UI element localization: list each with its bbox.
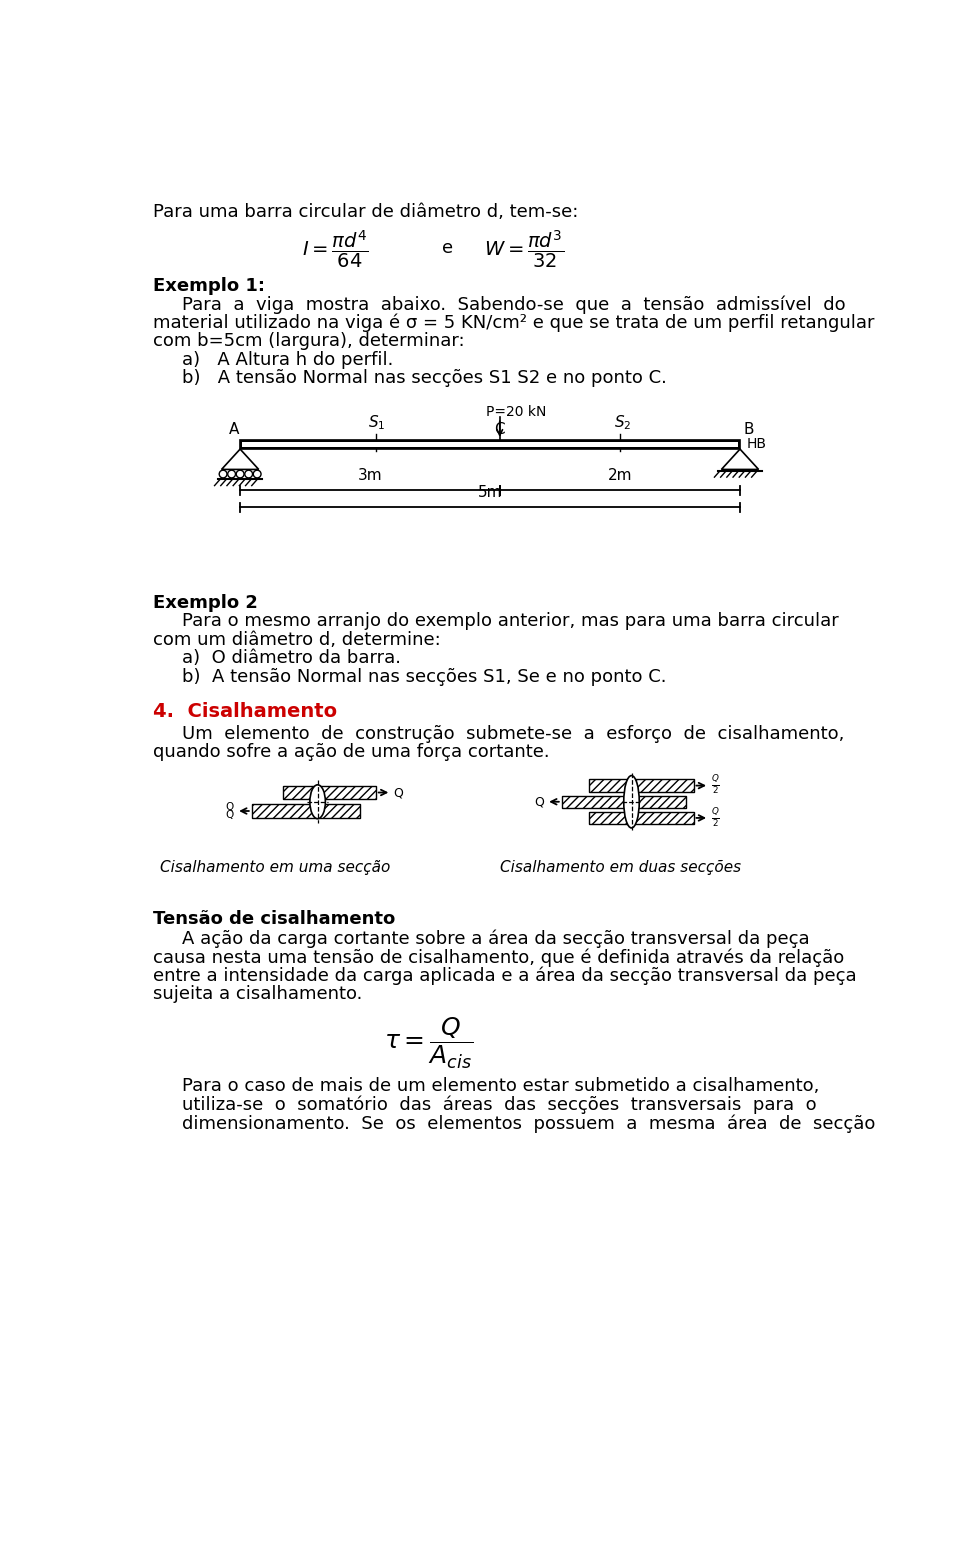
Text: Exemplo 2: Exemplo 2 xyxy=(153,594,257,611)
Text: $\frac{Q}{2}$: $\frac{Q}{2}$ xyxy=(710,807,719,830)
Ellipse shape xyxy=(310,785,325,819)
Bar xyxy=(240,440,740,449)
Text: Para  a  viga  mostra  abaixo.  Sabendo-se  que  a  tensão  admissível  do: Para a viga mostra abaixo. Sabendo-se qu… xyxy=(182,296,846,314)
Text: HB: HB xyxy=(746,438,766,452)
Bar xyxy=(252,803,360,817)
Text: b)   A tensão Normal nas secções S1 S2 e no ponto C.: b) A tensão Normal nas secções S1 S2 e n… xyxy=(182,368,667,387)
Bar xyxy=(562,796,685,808)
Text: 4.  Cisalhamento: 4. Cisalhamento xyxy=(153,701,337,721)
Text: C: C xyxy=(494,421,505,437)
Text: 3m: 3m xyxy=(358,469,382,483)
Bar xyxy=(242,443,738,447)
Bar xyxy=(588,811,693,824)
Text: Tensão de cisalhamento: Tensão de cisalhamento xyxy=(153,910,395,927)
Text: sujeita a cisalhamento.: sujeita a cisalhamento. xyxy=(153,985,362,1003)
Text: e: e xyxy=(442,238,453,257)
Ellipse shape xyxy=(624,776,639,828)
Text: $W = \dfrac{\pi d^3}{32}$: $W = \dfrac{\pi d^3}{32}$ xyxy=(484,228,564,269)
Text: $\frac{Q}{2}$: $\frac{Q}{2}$ xyxy=(710,774,719,797)
Text: dimensionamento.  Se  os  elementos  possuem  a  mesma  área  de  secção: dimensionamento. Se os elementos possuem… xyxy=(182,1115,876,1133)
Bar xyxy=(252,803,360,817)
Text: 5m: 5m xyxy=(478,485,502,500)
Text: b)  A tensão Normal nas secções S1, Se e no ponto C.: b) A tensão Normal nas secções S1, Se e … xyxy=(182,667,666,686)
Text: $I = \dfrac{\pi d^4}{64}$: $I = \dfrac{\pi d^4}{64}$ xyxy=(302,228,369,269)
Text: Cisalhamento em duas secções: Cisalhamento em duas secções xyxy=(500,859,741,875)
Text: Para o mesmo arranjo do exemplo anterior, mas para uma barra circular: Para o mesmo arranjo do exemplo anterior… xyxy=(182,613,839,630)
Text: A: A xyxy=(229,421,240,437)
Text: quando sofre a ação de uma força cortante.: quando sofre a ação de uma força cortant… xyxy=(153,743,549,762)
Text: Para uma barra circular de diâmetro d, tem-se:: Para uma barra circular de diâmetro d, t… xyxy=(153,203,578,221)
Bar xyxy=(240,440,740,449)
Text: Q: Q xyxy=(226,802,234,813)
Text: Cisalhamento em uma secção: Cisalhamento em uma secção xyxy=(160,859,391,875)
Text: 2m: 2m xyxy=(608,469,632,483)
Text: causa nesta uma tensão de cisalhamento, que é definida através da relação: causa nesta uma tensão de cisalhamento, … xyxy=(153,947,844,966)
Text: Para o caso de mais de um elemento estar submetido a cisalhamento,: Para o caso de mais de um elemento estar… xyxy=(182,1077,820,1096)
Text: com b=5cm (largura), determinar:: com b=5cm (largura), determinar: xyxy=(153,333,465,350)
Bar xyxy=(283,785,375,799)
Bar xyxy=(588,780,693,791)
Text: P=20 kN: P=20 kN xyxy=(486,406,546,420)
Text: Q: Q xyxy=(534,796,544,808)
Bar xyxy=(283,785,375,799)
Text: Um  elemento  de  construção  submete-se  a  esforço  de  cisalhamento,: Um elemento de construção submete-se a e… xyxy=(182,724,845,743)
Text: a)   A Altura h do perfil.: a) A Altura h do perfil. xyxy=(182,350,394,368)
Text: A ação da carga cortante sobre a área da secção transversal da peça: A ação da carga cortante sobre a área da… xyxy=(182,930,809,947)
Text: material utilizado na viga é σ = 5 KN/cm² e que se trata de um perfil retangular: material utilizado na viga é σ = 5 KN/cm… xyxy=(153,314,874,333)
Text: $S_2$: $S_2$ xyxy=(613,413,631,432)
Text: Exemplo 1:: Exemplo 1: xyxy=(153,277,265,294)
Text: $S_1$: $S_1$ xyxy=(368,413,385,432)
Bar xyxy=(562,796,685,808)
Text: entre a intensidade da carga aplicada e a área da secção transversal da peça: entre a intensidade da carga aplicada e … xyxy=(153,966,856,985)
Text: com um diâmetro d, determine:: com um diâmetro d, determine: xyxy=(153,632,441,649)
Text: $\tau   =   \dfrac{Q}{A_{cis}}$: $\tau = \dfrac{Q}{A_{cis}}$ xyxy=(383,1015,472,1071)
Text: Q: Q xyxy=(393,786,402,799)
Text: B: B xyxy=(744,421,755,437)
Text: utiliza-se  o  somatório  das  áreas  das  secções  transversais  para  o: utiliza-se o somatório das áreas das sec… xyxy=(182,1096,817,1115)
Text: a)  O diâmetro da barra.: a) O diâmetro da barra. xyxy=(182,649,401,667)
Bar xyxy=(588,811,693,824)
Text: Q: Q xyxy=(226,810,234,820)
Bar xyxy=(588,780,693,791)
